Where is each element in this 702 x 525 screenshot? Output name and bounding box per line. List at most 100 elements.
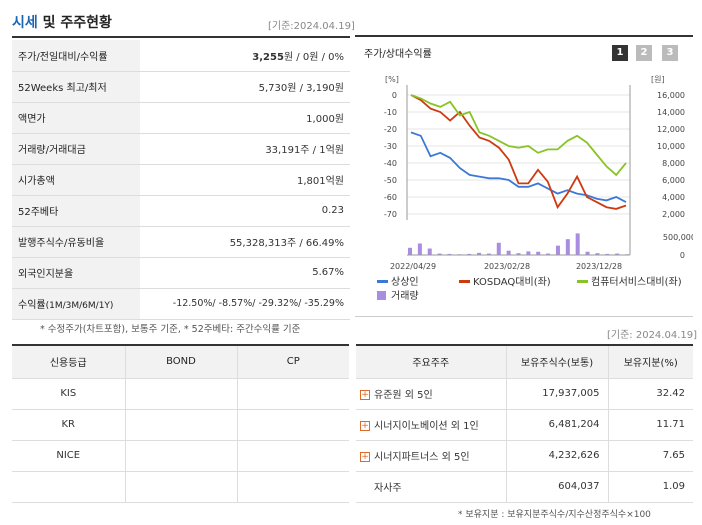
row-label: 주가/전일대비/수익률 (12, 40, 140, 72)
returns-label: 수익률 (18, 300, 46, 311)
table-header-row: 주요주주 보유주식수(보통) 보유지분(%) (356, 346, 693, 379)
volume-bar (417, 243, 422, 255)
holder-pct: 7.65 (608, 440, 693, 472)
right-axis: [원] 16,000 14,000 12,000 10,000 8,000 6,000 4,0… (629, 75, 693, 260)
holder-name-text[interactable]: 유준원 외 5인 (374, 390, 433, 401)
chart-grid (407, 94, 630, 215)
volume-bar (526, 251, 531, 255)
table-header-row: 신용등급 BOND CP (12, 346, 349, 379)
table-row: + 유준원 외 5인 17,937,005 32.42 (356, 378, 693, 410)
series-line-1 (410, 131, 627, 203)
volume-bar (496, 242, 501, 255)
holder-name: 자사주 (356, 471, 507, 503)
col-header: 보유주식수(보통) (506, 346, 609, 379)
period-button-2[interactable]: 2 (636, 45, 652, 61)
holder-shares: 604,037 (506, 471, 609, 503)
table-row: + 시너지이노베이션 외 1인 6,481,204 11.71 (356, 409, 693, 441)
row-label: 액면가 (12, 102, 140, 134)
right-axis-unit: [원] (651, 75, 665, 84)
col-header: BOND (125, 346, 238, 379)
cp-rating (237, 440, 349, 472)
left-axis-unit: [%] (385, 75, 399, 84)
returns-label-sub: (1M/3M/6M/1Y) (45, 301, 114, 311)
legend-swatch (459, 280, 470, 283)
holder-shares: 4,232,626 (506, 440, 609, 472)
row-label: 외국인지분율 (12, 257, 140, 289)
table-row: 52Weeks 최고/최저 5,730원 / 3,190원 (12, 71, 350, 103)
major-shareholders-table: 주요주주 보유주식수(보통) 보유지분(%) + 유준원 외 5인 17,937,… (356, 346, 693, 503)
volume-tick-label: 500,000 (663, 233, 693, 242)
price-change: 원 / 0원 / 0% (283, 51, 344, 63)
table-row: 발행주식수/유동비율 55,328,313주 / 66.49% (12, 226, 350, 258)
right-tick-label: 2,000 (662, 210, 685, 219)
legend-label: 거래량 (391, 290, 419, 302)
expand-plus-icon[interactable]: + (360, 452, 370, 462)
row-value: 5.67% (140, 257, 350, 289)
expand-plus-icon[interactable]: + (360, 421, 370, 431)
chart-panel (355, 35, 693, 317)
table-row: KR (12, 409, 349, 441)
table-row: 시가총액 1,801억원 (12, 164, 350, 196)
holder-name-text[interactable]: 시너지파트너스 외 5인 (374, 452, 470, 463)
row-label: 52Weeks 최고/최저 (12, 71, 140, 103)
expand-plus-icon[interactable]: + (360, 390, 370, 400)
left-tick-label: -70 (384, 210, 397, 219)
holder-pct: 11.71 (608, 409, 693, 441)
row-value: 33,191주 / 1억원 (140, 133, 350, 165)
row-value: 1,801억원 (140, 164, 350, 196)
divider (12, 36, 350, 38)
right-tick-label: 4,000 (662, 193, 685, 202)
volume-bar (546, 253, 551, 255)
table-row: 52주베타 0.23 (12, 195, 350, 227)
table-row: 외국인지분율 5.67% (12, 257, 350, 289)
holder-name: + 시너지이노베이션 외 1인 (356, 409, 507, 441)
right-tick-label: 12,000 (657, 125, 685, 134)
x-tick-label: 2023/12/28 (576, 262, 622, 271)
returns-value: -12.50%/ -8.57%/ -29.32%/ -35.29% (140, 288, 350, 320)
volume-bar (408, 247, 412, 255)
volume-bars (408, 233, 629, 255)
table-row: 수익률(1M/3M/6M/1Y) -12.50%/ -8.57%/ -29.32… (12, 288, 350, 320)
holder-pct: 32.42 (608, 378, 693, 410)
table-row: NICE (12, 440, 349, 472)
col-header: 보유지분(%) (608, 346, 693, 379)
bond-rating (125, 440, 238, 472)
legend-label: 상상인 (391, 276, 419, 288)
col-header: CP (237, 346, 349, 379)
holder-name-text[interactable]: 시너지이노베이션 외 1인 (374, 421, 479, 432)
volume-bar (447, 253, 452, 255)
price-chart: [%] 0 -10 -20 -30 -40 -50 -60 -70 [원] 16,000 14,00… (377, 75, 693, 302)
legend-swatch (377, 280, 388, 283)
chart-title: 주가/상대수익률 (364, 49, 432, 60)
right-tick-label: 8,000 (662, 159, 685, 168)
left-tick-label: -50 (384, 176, 397, 185)
volume-bar (467, 253, 472, 255)
section-title: 시세 및 주주현황 (12, 12, 112, 32)
right-tick-label: 6,000 (662, 176, 685, 185)
period-button-3[interactable]: 3 (662, 45, 678, 61)
cp-rating (237, 378, 349, 410)
table-row: 거래량/거래대금 33,191주 / 1억원 (12, 133, 350, 165)
row-label: 거래량/거래대금 (12, 133, 140, 165)
bond-rating (125, 378, 238, 410)
left-tick-label: -20 (384, 125, 397, 134)
agency-name: KIS (12, 378, 126, 410)
holder-shares: 6,481,204 (506, 409, 609, 441)
price-info-table: 주가/전일대비/수익률 3,255원 / 0원 / 0% 52Weeks 최고/… (12, 40, 350, 320)
volume-bar (575, 233, 580, 255)
period-button-1[interactable]: 1 (612, 45, 628, 61)
bond-rating (125, 471, 238, 503)
col-header: 주요주주 (356, 346, 507, 379)
row-label: 시가총액 (12, 164, 140, 196)
right-tick-label: 10,000 (657, 142, 685, 151)
volume-bar (595, 253, 600, 255)
volume-bar (427, 248, 432, 255)
cp-rating (237, 409, 349, 441)
series-line-2 (410, 94, 627, 210)
holder-name: + 유준원 외 5인 (356, 378, 507, 410)
holder-shares: 17,937,005 (506, 378, 609, 410)
left-tick-label: -30 (384, 142, 397, 151)
credit-rating-table: 신용등급 BOND CP KIS KR NICE (12, 346, 349, 503)
agency-name: NICE (12, 440, 126, 472)
legend-label: KOSDAQ대비(좌) (473, 276, 551, 288)
